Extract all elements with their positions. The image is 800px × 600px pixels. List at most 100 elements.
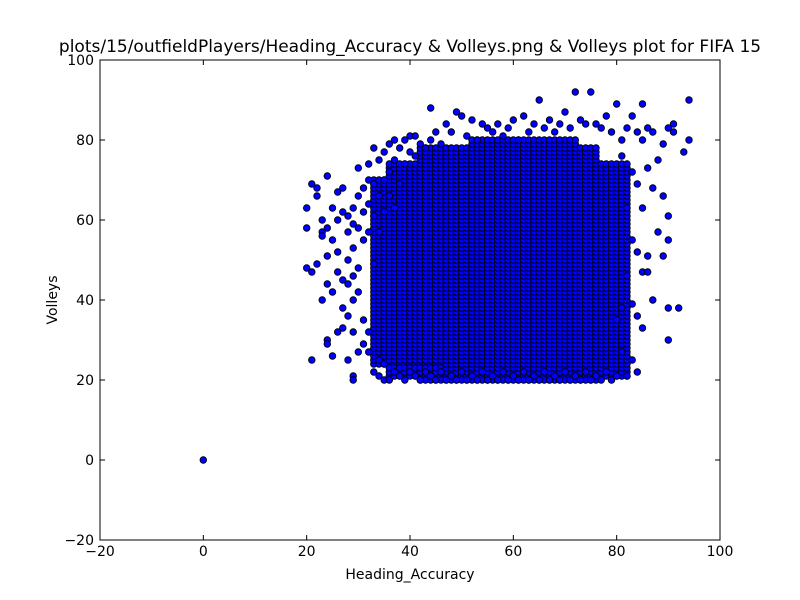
data-point [390, 204, 399, 212]
data-point [349, 204, 357, 212]
data-point [323, 224, 331, 232]
data-point [385, 376, 393, 384]
data-point [576, 116, 585, 124]
data-point [592, 120, 600, 128]
data-point [323, 252, 331, 260]
data-point [442, 120, 450, 128]
data-point [530, 372, 538, 380]
x-tick-label: −20 [85, 544, 115, 560]
data-point [633, 180, 641, 188]
data-point [385, 168, 393, 176]
chart-title: plots/15/outfieldPlayers/Heading_Accurac… [59, 37, 761, 57]
data-point [328, 236, 337, 244]
data-point [349, 272, 357, 280]
data-point [365, 348, 373, 356]
data-point [535, 96, 543, 104]
data-point [483, 376, 492, 384]
data-point [659, 140, 667, 148]
data-point [509, 372, 517, 380]
data-point [607, 376, 616, 384]
data-point [328, 352, 337, 360]
data-point [334, 328, 342, 336]
data-point [427, 372, 435, 380]
data-point [375, 192, 383, 200]
y-tick-label: 20 [76, 373, 94, 389]
data-point [468, 372, 476, 380]
y-tick-label: 60 [76, 213, 94, 229]
data-point [587, 88, 595, 96]
data-point [587, 376, 595, 384]
data-point [318, 296, 326, 304]
data-point [308, 268, 316, 276]
data-point [303, 224, 311, 232]
data-point [494, 120, 502, 128]
data-point [344, 312, 352, 320]
data-point [452, 108, 461, 116]
data-point [571, 372, 579, 380]
data-point [685, 136, 693, 144]
data-point [623, 124, 631, 132]
data-point [318, 216, 326, 224]
data-point [566, 376, 574, 384]
data-point [649, 128, 657, 136]
data-point [478, 368, 486, 376]
data-point [633, 248, 641, 256]
data-point [365, 228, 373, 236]
data-point [592, 372, 600, 380]
data-point [463, 376, 471, 384]
data-point [618, 304, 626, 312]
data-point [664, 236, 672, 244]
data-point [323, 280, 331, 288]
data-point [556, 120, 564, 128]
data-point [344, 256, 352, 264]
data-point [525, 376, 533, 384]
data-point [385, 192, 393, 200]
data-point [680, 148, 688, 156]
data-point [421, 368, 430, 376]
data-point [411, 152, 419, 160]
data-point [458, 112, 466, 120]
data-point [334, 188, 342, 196]
data-point [437, 368, 445, 376]
data-point [313, 192, 321, 200]
data-point [473, 376, 481, 384]
data-point [313, 184, 321, 192]
data-point [530, 120, 538, 128]
data-point [649, 296, 657, 304]
data-point [582, 368, 590, 376]
data-point [318, 232, 326, 240]
data-point [561, 368, 569, 376]
data-point [638, 100, 647, 108]
data-points [199, 88, 693, 464]
data-point [349, 296, 357, 304]
x-tick-label: 60 [504, 544, 522, 560]
data-point [308, 356, 316, 364]
data-point [613, 316, 621, 324]
data-point [520, 112, 528, 120]
data-point [339, 276, 347, 284]
data-point [380, 208, 388, 216]
data-point [354, 348, 362, 356]
data-point [354, 224, 362, 232]
y-tick-label: 0 [85, 453, 94, 469]
data-point [396, 144, 404, 152]
data-point [365, 200, 373, 208]
data-point [571, 88, 579, 96]
data-point [633, 368, 641, 376]
data-point [359, 184, 368, 192]
data-point [628, 236, 636, 244]
data-point [406, 368, 414, 376]
data-point [339, 304, 347, 312]
y-axis-label: Volleys [45, 275, 61, 324]
data-point [390, 156, 399, 164]
x-tick-label: 0 [199, 544, 208, 560]
data-point [365, 328, 373, 336]
data-point [638, 136, 647, 144]
data-point [499, 368, 507, 376]
data-point [339, 184, 347, 192]
x-tick-label: 80 [608, 544, 626, 560]
data-point [349, 376, 357, 384]
data-point [602, 368, 610, 376]
data-point [633, 128, 641, 136]
